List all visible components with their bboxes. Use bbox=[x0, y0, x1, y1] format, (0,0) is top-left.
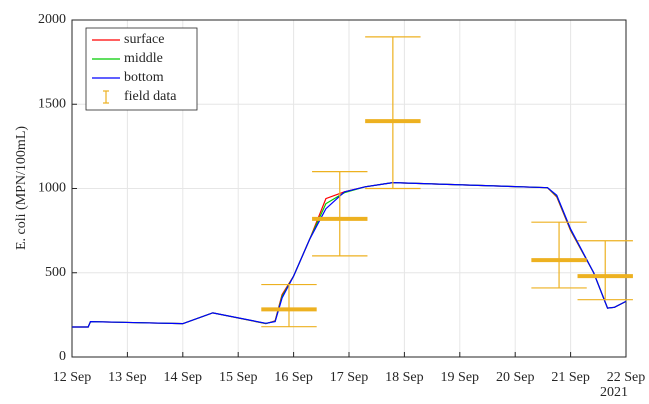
error-bar bbox=[261, 283, 317, 328]
error-bar bbox=[531, 221, 587, 289]
plot-frame bbox=[71, 19, 627, 358]
error-bar bbox=[365, 36, 421, 190]
y-tick-label: 1000 bbox=[38, 181, 66, 196]
x-tick-label: 13 Sep bbox=[108, 370, 147, 385]
legend: surface middle bottom field data bbox=[85, 27, 198, 111]
legend-box bbox=[85, 27, 198, 111]
x-tick-label: 15 Sep bbox=[219, 370, 258, 385]
x-annotation: 2021 bbox=[600, 385, 628, 400]
x-tick-label: 19 Sep bbox=[441, 370, 480, 385]
error-bar bbox=[577, 240, 633, 301]
legend-label: surface bbox=[124, 32, 164, 47]
legend-label: middle bbox=[124, 51, 163, 66]
y-tick-label: 500 bbox=[45, 265, 66, 280]
x-tick-label: 21 Sep bbox=[551, 370, 590, 385]
x-tick-label: 18 Sep bbox=[385, 370, 424, 385]
error-bar bbox=[312, 171, 368, 257]
x-tick-label: 22 Sep bbox=[607, 370, 646, 385]
x-tick-label: 12 Sep bbox=[53, 370, 92, 385]
x-tick-label: 17 Sep bbox=[330, 370, 369, 385]
x-tick-label: 20 Sep bbox=[496, 370, 535, 385]
legend-label: bottom bbox=[124, 70, 164, 85]
x-tick-label: 16 Sep bbox=[274, 370, 313, 385]
y-tick-label: 1500 bbox=[38, 96, 66, 111]
y-axis-label: E. coli (MPN/100mL) bbox=[14, 126, 29, 250]
y-tick-label: 2000 bbox=[38, 12, 66, 27]
y-tick-label: 0 bbox=[59, 349, 66, 364]
x-tick-label: 14 Sep bbox=[164, 370, 203, 385]
legend-label: field data bbox=[124, 89, 177, 104]
